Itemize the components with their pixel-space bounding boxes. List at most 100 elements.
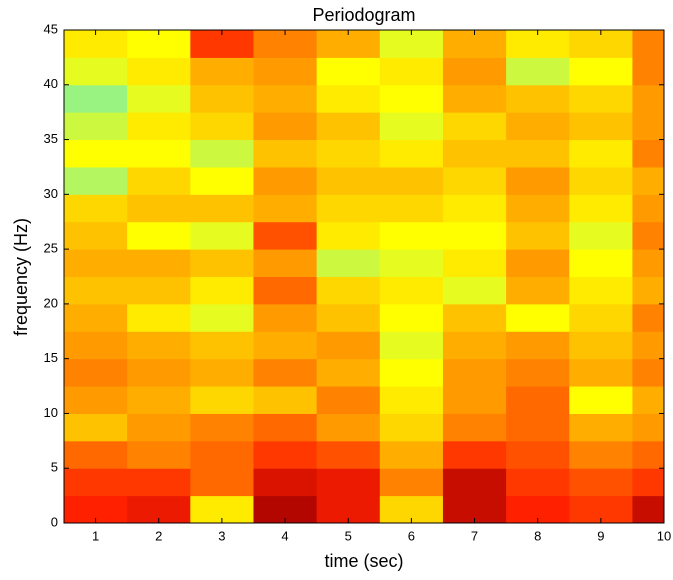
heatmap-cell xyxy=(127,221,191,250)
heatmap-cell xyxy=(442,139,507,168)
y-axis-label: frequency (Hz) xyxy=(11,218,31,336)
heatmap-cell xyxy=(632,303,665,332)
heatmap-cell xyxy=(442,194,507,223)
y-tick-label: 25 xyxy=(44,241,58,256)
y-tick-label: 45 xyxy=(44,21,58,36)
heatmap-cell xyxy=(506,57,570,86)
heatmap-cell xyxy=(379,139,444,168)
heatmap-cell xyxy=(316,440,381,469)
x-tick-label: 3 xyxy=(218,528,225,543)
heatmap-cell xyxy=(632,276,665,305)
heatmap-cell xyxy=(506,84,570,113)
heatmap-cell xyxy=(127,112,191,141)
heatmap-cell xyxy=(316,112,381,141)
heatmap-cell xyxy=(64,468,128,497)
heatmap-cell xyxy=(64,303,128,332)
heatmap-cell xyxy=(127,249,191,277)
heatmap-cell xyxy=(442,84,507,113)
heatmap-cell xyxy=(632,249,665,277)
heatmap-cell xyxy=(379,112,444,141)
heatmap-cell xyxy=(190,468,254,497)
heatmap-cell xyxy=(316,303,381,332)
heatmap-cell xyxy=(632,112,665,141)
heatmap-cell xyxy=(379,194,444,223)
heatmap-cell xyxy=(127,57,191,86)
y-tick-label: 40 xyxy=(44,76,58,91)
heatmap-cell xyxy=(127,276,191,305)
heatmap-cell xyxy=(569,194,633,223)
heatmap-cell xyxy=(127,166,191,195)
heatmap-cell xyxy=(64,139,128,168)
y-tick-label: 15 xyxy=(44,350,58,365)
heatmap-cell xyxy=(64,166,128,195)
heatmap-cell xyxy=(253,303,318,332)
heatmap-cell xyxy=(632,57,665,86)
heatmap-cell xyxy=(64,84,128,113)
heatmap-cell xyxy=(379,331,444,360)
heatmap-cell xyxy=(632,413,665,442)
heatmap-cell xyxy=(379,413,444,442)
heatmap-cell xyxy=(379,358,444,387)
heatmap-cell xyxy=(632,358,665,387)
heatmap-cell xyxy=(569,413,633,442)
heatmap-cell xyxy=(64,358,128,387)
heatmap-cell xyxy=(190,331,254,360)
heatmap-cell xyxy=(506,194,570,223)
heatmap-cell xyxy=(316,249,381,277)
heatmap-cell xyxy=(316,139,381,168)
y-tick-label: 35 xyxy=(44,131,58,146)
heatmap-cell xyxy=(253,358,318,387)
heatmap-cell xyxy=(569,139,633,168)
heatmap-cell xyxy=(253,112,318,141)
heatmap-cell xyxy=(127,358,191,387)
heatmap-cell xyxy=(442,112,507,141)
heatmap-cell xyxy=(316,276,381,305)
heatmap-cell xyxy=(442,276,507,305)
heatmap-cell xyxy=(379,249,444,277)
heatmap-cell xyxy=(253,386,318,414)
heatmap-cell xyxy=(506,221,570,250)
heatmap-cell xyxy=(64,331,128,360)
heatmap-cell xyxy=(442,221,507,250)
heatmap-cell xyxy=(190,358,254,387)
heatmap-cell xyxy=(253,276,318,305)
heatmap-cell xyxy=(253,194,318,223)
x-tick-label: 2 xyxy=(155,528,162,543)
heatmap-cell xyxy=(127,413,191,442)
heatmap-cell xyxy=(442,249,507,277)
heatmap-cell xyxy=(253,249,318,277)
heatmap-cell xyxy=(379,221,444,250)
heatmap-cell xyxy=(253,166,318,195)
heatmap-cell xyxy=(569,358,633,387)
heatmap-cell xyxy=(316,386,381,414)
x-tick-label: 4 xyxy=(281,528,288,543)
heatmap-cell xyxy=(253,139,318,168)
heatmap-cell xyxy=(506,358,570,387)
heatmap-cell xyxy=(632,331,665,360)
heatmap-cell xyxy=(506,249,570,277)
heatmap-cell xyxy=(127,194,191,223)
heatmap-cell xyxy=(316,221,381,250)
heatmap-cell xyxy=(253,57,318,86)
heatmap-cell xyxy=(632,194,665,223)
heatmap-cell xyxy=(569,57,633,86)
heatmap-cell xyxy=(632,30,665,58)
heatmap-cell xyxy=(442,440,507,469)
heatmap-cell xyxy=(64,57,128,86)
heatmap-cell xyxy=(253,413,318,442)
y-tick-label: 30 xyxy=(44,186,58,201)
heatmap-cell xyxy=(190,221,254,250)
heatmap-cell xyxy=(316,166,381,195)
heatmap-cell xyxy=(442,468,507,497)
y-tick-label: 5 xyxy=(51,460,58,475)
heatmap-cell xyxy=(506,112,570,141)
heatmap-cell xyxy=(316,57,381,86)
heatmap-cell xyxy=(190,276,254,305)
heatmap-cell xyxy=(569,249,633,277)
heatmap-cell xyxy=(127,303,191,332)
heatmap-cell xyxy=(127,331,191,360)
heatmap-cell xyxy=(253,440,318,469)
heatmap-cell xyxy=(190,413,254,442)
heatmap-cell xyxy=(632,84,665,113)
heatmap-cell xyxy=(506,331,570,360)
